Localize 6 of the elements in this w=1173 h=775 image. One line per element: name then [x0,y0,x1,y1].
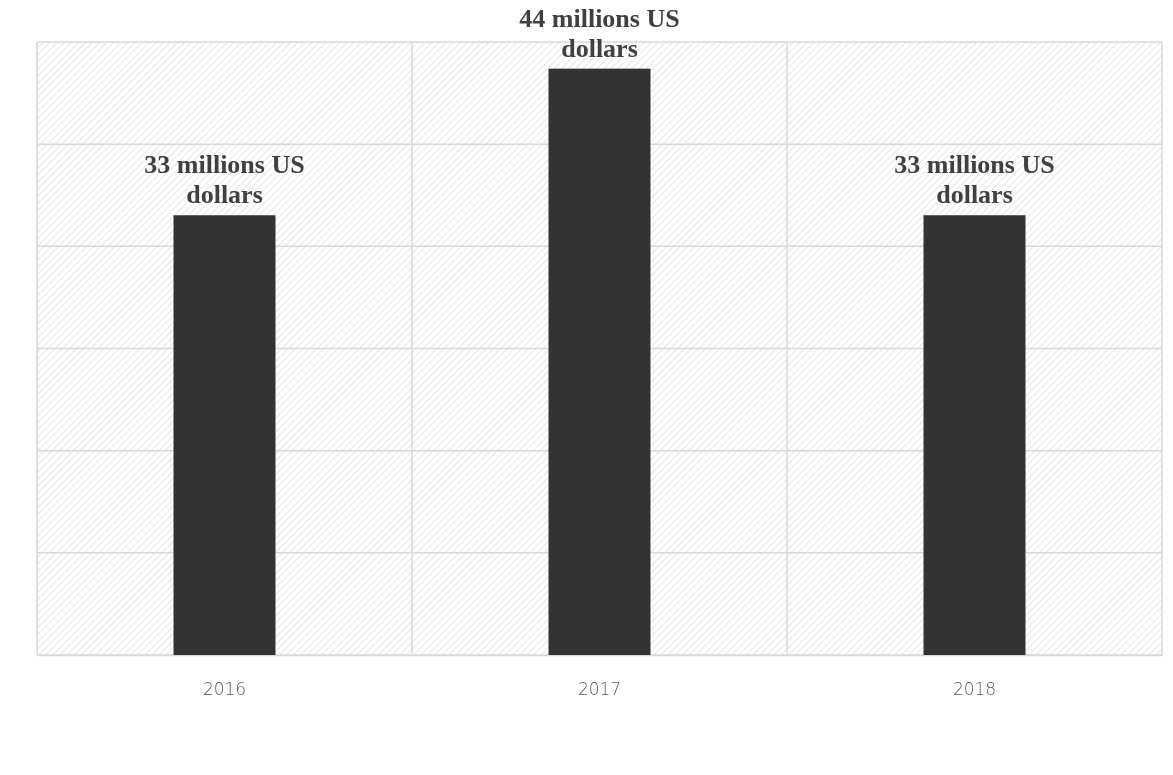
data-label: 33 millions US dollars [894,150,1055,210]
x-tick-label: 2018 [952,679,997,700]
data-label: 44 millions US dollars [519,3,680,63]
x-tick-label: 2016 [202,679,247,700]
x-tick-label: 2017 [577,679,622,700]
data-label: 33 millions US dollars [144,150,305,210]
